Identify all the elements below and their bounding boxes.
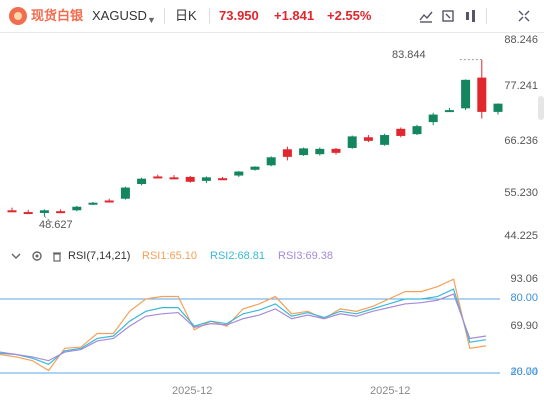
- candlestick-chart[interactable]: [0, 33, 544, 243]
- interval-selector[interactable]: 日K: [175, 8, 197, 23]
- indicator-icon[interactable]: [438, 6, 458, 26]
- x-tick-label: 2025-12: [172, 385, 213, 397]
- fullscreen-icon[interactable]: [514, 6, 534, 26]
- settings-gear-icon[interactable]: [31, 250, 43, 262]
- y-tick-label: 88.246: [504, 34, 538, 46]
- symbol-name[interactable]: 现货白银: [31, 8, 84, 23]
- candle[interactable]: [299, 147, 309, 156]
- y-tick-label: 55.230: [504, 187, 538, 199]
- candle[interactable]: [7, 207, 17, 213]
- rsi-series-line-3: [0, 293, 487, 362]
- low-marker-line: [44, 216, 53, 223]
- high-marker-label: 83.844: [392, 49, 426, 61]
- rsi2-label: RSI2:68.81: [210, 250, 266, 262]
- delete-icon[interactable]: [51, 250, 63, 262]
- candle[interactable]: [347, 135, 357, 149]
- candle[interactable]: [153, 174, 163, 179]
- last-price: 73.950: [219, 8, 259, 23]
- y-tick-label: 44.225: [504, 230, 538, 242]
- candle[interactable]: [169, 175, 179, 180]
- candle[interactable]: [137, 177, 147, 186]
- candle[interactable]: [396, 127, 406, 138]
- low-marker-label: 48.627: [39, 219, 73, 231]
- rsi-y-tick-label: 93.06: [510, 273, 538, 285]
- candle[interactable]: [461, 79, 471, 111]
- candle[interactable]: [72, 205, 82, 212]
- y-tick-label: 66.236: [504, 135, 538, 147]
- candle[interactable]: [39, 209, 49, 217]
- rsi3-label: RSI3:69.38: [278, 250, 334, 262]
- collapse-icon[interactable]: [10, 250, 22, 262]
- candle[interactable]: [185, 176, 195, 183]
- candle[interactable]: [250, 166, 260, 171]
- candle[interactable]: [428, 112, 438, 126]
- candle[interactable]: [282, 146, 292, 161]
- divider: [486, 8, 487, 24]
- candle[interactable]: [88, 201, 98, 205]
- x-tick-label: 2025-12: [370, 385, 411, 397]
- rsi-chart[interactable]: [0, 266, 544, 381]
- divider: [209, 8, 210, 24]
- rsi-y-tick-label: 20.00: [510, 366, 538, 378]
- candle[interactable]: [23, 209, 33, 215]
- candle[interactable]: [331, 147, 341, 155]
- candle[interactable]: [363, 135, 373, 143]
- line-tool-icon[interactable]: [416, 6, 436, 26]
- silver-logo-icon: [9, 7, 27, 25]
- rsi-y-tick-label: 46.74: [510, 366, 538, 378]
- candle[interactable]: [412, 124, 422, 136]
- symbol-code[interactable]: XAGUSD: [92, 8, 147, 23]
- candle[interactable]: [56, 209, 66, 214]
- price-change-pct: +2.55%: [327, 8, 372, 23]
- chevron-down-icon[interactable]: ▼: [147, 15, 156, 25]
- candle[interactable]: [234, 171, 244, 177]
- candle[interactable]: [493, 103, 503, 115]
- compare-icon[interactable]: [461, 6, 481, 26]
- rsi-y-tick-label: 69.90: [510, 320, 538, 332]
- candle[interactable]: [218, 176, 228, 181]
- rsi-series-line-2: [0, 288, 487, 366]
- chart-toolbar: 现货白银 XAGUSD ▼ 日K 73.950 +1.841 +2.55%: [0, 0, 544, 33]
- candle[interactable]: [120, 186, 130, 200]
- candle[interactable]: [266, 156, 276, 167]
- candle[interactable]: [104, 198, 114, 203]
- candle[interactable]: [477, 59, 487, 119]
- candle[interactable]: [380, 133, 390, 146]
- rsi-y-tick-label: 80.00: [510, 292, 538, 304]
- scrollbar[interactable]: [538, 96, 544, 120]
- y-tick-label: 77.241: [504, 80, 538, 92]
- candle[interactable]: [444, 107, 454, 113]
- candle[interactable]: [315, 147, 325, 156]
- rsi1-label: RSI1:65.10: [142, 250, 198, 262]
- rsi-series-line-1: [0, 278, 487, 372]
- divider: [164, 8, 165, 24]
- rsi-title: RSI(7,14,21): [68, 250, 131, 262]
- price-change: +1.841: [274, 8, 315, 23]
- candle[interactable]: [201, 176, 211, 184]
